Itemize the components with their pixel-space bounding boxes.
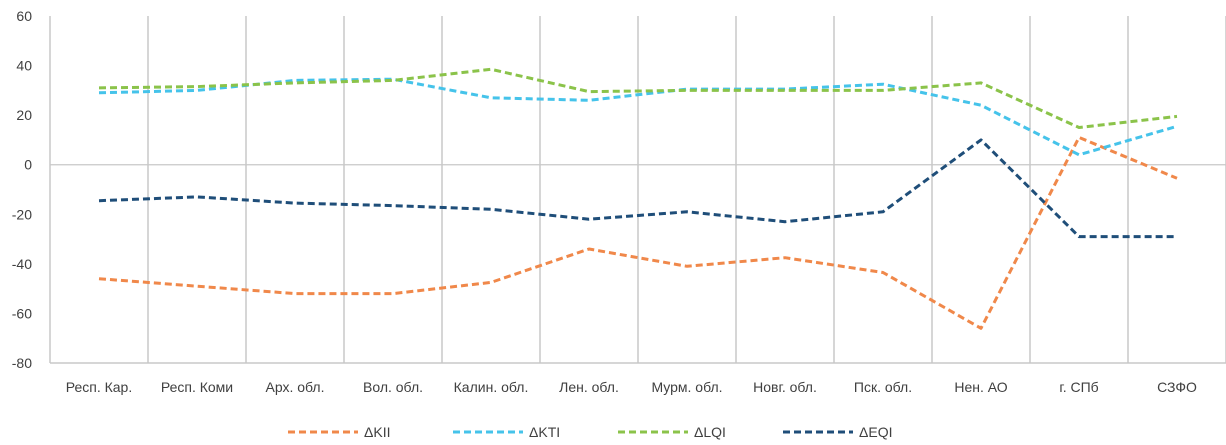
y-tick-label: 20 [16, 107, 32, 123]
series-line [98, 135, 1178, 330]
x-tick-label: Новг. обл. [753, 379, 817, 395]
y-tick-label: -60 [12, 305, 32, 321]
x-tick-label: Арх. обл. [266, 379, 325, 395]
axes: -80 -60 -40 -20 0 20 40 60 Респ. Кар. Респ. Коми А… [12, 8, 1226, 395]
x-tick-label: Респ. Кар. [66, 379, 133, 395]
y-tick-label: 0 [24, 157, 32, 173]
legend-label: ΔLQI [694, 424, 726, 440]
legend: ΔKII ΔKTI ΔLQI ΔEQI [288, 424, 892, 440]
y-tick-label: 40 [16, 58, 32, 74]
y-tick-label: 60 [16, 8, 32, 24]
x-tick-label: Лен. обл. [559, 379, 619, 395]
x-tick-label: Калин. обл. [454, 379, 529, 395]
x-tick-label: Нен. АО [954, 379, 1007, 395]
x-tick-label: Вол. обл. [363, 379, 423, 395]
series-lines [98, 67, 1178, 330]
x-tick-label: Пск. обл. [854, 379, 912, 395]
y-tick-label: -40 [12, 256, 32, 272]
legend-label: ΔKTI [529, 424, 560, 440]
x-tick-label: Респ. Коми [161, 379, 233, 395]
series-line [98, 67, 1178, 129]
grid [49, 16, 1226, 363]
x-tick-label: СЗФО [1157, 379, 1197, 395]
legend-label: ΔKII [364, 424, 390, 440]
series-line [98, 138, 1177, 239]
x-tick-label: г. СПб [1059, 379, 1098, 395]
y-tick-label: -80 [12, 355, 32, 371]
x-tick-label: Мурм. обл. [651, 379, 722, 395]
legend-label: ΔEQI [859, 424, 892, 440]
y-tick-label: -20 [12, 206, 32, 222]
